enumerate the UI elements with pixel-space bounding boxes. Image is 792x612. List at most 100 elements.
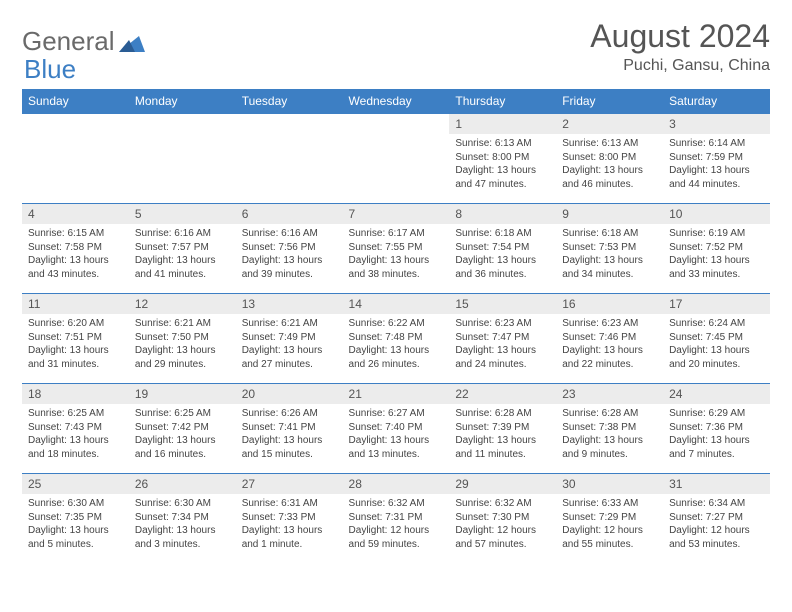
day-number: 25 xyxy=(22,474,129,494)
day-cell: 22Sunrise: 6:28 AMSunset: 7:39 PMDayligh… xyxy=(449,384,556,474)
day-details: Sunrise: 6:26 AMSunset: 7:41 PMDaylight:… xyxy=(236,404,343,464)
day-details: Sunrise: 6:16 AMSunset: 7:56 PMDaylight:… xyxy=(236,224,343,284)
day-details: Sunrise: 6:25 AMSunset: 7:43 PMDaylight:… xyxy=(22,404,129,464)
day-details: Sunrise: 6:21 AMSunset: 7:49 PMDaylight:… xyxy=(236,314,343,374)
day-number: 23 xyxy=(556,384,663,404)
calendar-body: 1Sunrise: 6:13 AMSunset: 8:00 PMDaylight… xyxy=(22,114,770,564)
empty-cell xyxy=(129,114,236,204)
day-cell: 19Sunrise: 6:25 AMSunset: 7:42 PMDayligh… xyxy=(129,384,236,474)
day-cell: 7Sunrise: 6:17 AMSunset: 7:55 PMDaylight… xyxy=(343,204,450,294)
day-details: Sunrise: 6:14 AMSunset: 7:59 PMDaylight:… xyxy=(663,134,770,194)
day-number: 4 xyxy=(22,204,129,224)
day-details: Sunrise: 6:20 AMSunset: 7:51 PMDaylight:… xyxy=(22,314,129,374)
day-cell: 12Sunrise: 6:21 AMSunset: 7:50 PMDayligh… xyxy=(129,294,236,384)
day-cell: 6Sunrise: 6:16 AMSunset: 7:56 PMDaylight… xyxy=(236,204,343,294)
day-cell: 25Sunrise: 6:30 AMSunset: 7:35 PMDayligh… xyxy=(22,474,129,564)
day-details: Sunrise: 6:19 AMSunset: 7:52 PMDaylight:… xyxy=(663,224,770,284)
day-cell: 27Sunrise: 6:31 AMSunset: 7:33 PMDayligh… xyxy=(236,474,343,564)
day-details: Sunrise: 6:23 AMSunset: 7:46 PMDaylight:… xyxy=(556,314,663,374)
day-number: 1 xyxy=(449,114,556,134)
day-cell: 9Sunrise: 6:18 AMSunset: 7:53 PMDaylight… xyxy=(556,204,663,294)
day-cell: 29Sunrise: 6:32 AMSunset: 7:30 PMDayligh… xyxy=(449,474,556,564)
day-cell: 4Sunrise: 6:15 AMSunset: 7:58 PMDaylight… xyxy=(22,204,129,294)
day-number: 13 xyxy=(236,294,343,314)
day-cell: 8Sunrise: 6:18 AMSunset: 7:54 PMDaylight… xyxy=(449,204,556,294)
day-details: Sunrise: 6:30 AMSunset: 7:35 PMDaylight:… xyxy=(22,494,129,554)
calendar-row: 1Sunrise: 6:13 AMSunset: 8:00 PMDaylight… xyxy=(22,114,770,204)
day-number: 29 xyxy=(449,474,556,494)
day-cell: 2Sunrise: 6:13 AMSunset: 8:00 PMDaylight… xyxy=(556,114,663,204)
day-details: Sunrise: 6:21 AMSunset: 7:50 PMDaylight:… xyxy=(129,314,236,374)
day-cell: 1Sunrise: 6:13 AMSunset: 8:00 PMDaylight… xyxy=(449,114,556,204)
day-cell: 14Sunrise: 6:22 AMSunset: 7:48 PMDayligh… xyxy=(343,294,450,384)
day-number: 31 xyxy=(663,474,770,494)
calendar-table: SundayMondayTuesdayWednesdayThursdayFrid… xyxy=(22,89,770,564)
day-details: Sunrise: 6:28 AMSunset: 7:38 PMDaylight:… xyxy=(556,404,663,464)
day-details: Sunrise: 6:28 AMSunset: 7:39 PMDaylight:… xyxy=(449,404,556,464)
day-details: Sunrise: 6:13 AMSunset: 8:00 PMDaylight:… xyxy=(556,134,663,194)
weekday-header: Wednesday xyxy=(343,89,450,114)
day-cell: 26Sunrise: 6:30 AMSunset: 7:34 PMDayligh… xyxy=(129,474,236,564)
day-cell: 28Sunrise: 6:32 AMSunset: 7:31 PMDayligh… xyxy=(343,474,450,564)
day-cell: 24Sunrise: 6:29 AMSunset: 7:36 PMDayligh… xyxy=(663,384,770,474)
day-number: 9 xyxy=(556,204,663,224)
day-number: 19 xyxy=(129,384,236,404)
day-details: Sunrise: 6:18 AMSunset: 7:54 PMDaylight:… xyxy=(449,224,556,284)
day-number: 12 xyxy=(129,294,236,314)
day-cell: 31Sunrise: 6:34 AMSunset: 7:27 PMDayligh… xyxy=(663,474,770,564)
day-number: 17 xyxy=(663,294,770,314)
day-number: 5 xyxy=(129,204,236,224)
title-block: August 2024 Puchi, Gansu, China xyxy=(590,18,770,75)
day-number: 18 xyxy=(22,384,129,404)
day-details: Sunrise: 6:34 AMSunset: 7:27 PMDaylight:… xyxy=(663,494,770,554)
day-number: 6 xyxy=(236,204,343,224)
weekday-header: Saturday xyxy=(663,89,770,114)
day-details: Sunrise: 6:27 AMSunset: 7:40 PMDaylight:… xyxy=(343,404,450,464)
calendar-row: 25Sunrise: 6:30 AMSunset: 7:35 PMDayligh… xyxy=(22,474,770,564)
day-number: 3 xyxy=(663,114,770,134)
day-number: 21 xyxy=(343,384,450,404)
day-cell: 30Sunrise: 6:33 AMSunset: 7:29 PMDayligh… xyxy=(556,474,663,564)
day-cell: 20Sunrise: 6:26 AMSunset: 7:41 PMDayligh… xyxy=(236,384,343,474)
day-details: Sunrise: 6:24 AMSunset: 7:45 PMDaylight:… xyxy=(663,314,770,374)
day-number: 30 xyxy=(556,474,663,494)
day-number: 8 xyxy=(449,204,556,224)
weekday-header: Thursday xyxy=(449,89,556,114)
day-cell: 18Sunrise: 6:25 AMSunset: 7:43 PMDayligh… xyxy=(22,384,129,474)
day-number: 15 xyxy=(449,294,556,314)
day-cell: 15Sunrise: 6:23 AMSunset: 7:47 PMDayligh… xyxy=(449,294,556,384)
day-number: 14 xyxy=(343,294,450,314)
day-details: Sunrise: 6:30 AMSunset: 7:34 PMDaylight:… xyxy=(129,494,236,554)
weekday-header: Friday xyxy=(556,89,663,114)
logo: General xyxy=(22,26,147,57)
day-number: 26 xyxy=(129,474,236,494)
day-cell: 5Sunrise: 6:16 AMSunset: 7:57 PMDaylight… xyxy=(129,204,236,294)
day-number: 22 xyxy=(449,384,556,404)
day-details: Sunrise: 6:33 AMSunset: 7:29 PMDaylight:… xyxy=(556,494,663,554)
header: General August 2024 Puchi, Gansu, China xyxy=(22,18,770,75)
logo-mark-icon xyxy=(119,32,145,52)
location: Puchi, Gansu, China xyxy=(590,57,770,75)
weekday-header: Tuesday xyxy=(236,89,343,114)
logo-blue: Blue xyxy=(24,54,76,85)
day-cell: 21Sunrise: 6:27 AMSunset: 7:40 PMDayligh… xyxy=(343,384,450,474)
empty-cell xyxy=(236,114,343,204)
day-details: Sunrise: 6:15 AMSunset: 7:58 PMDaylight:… xyxy=(22,224,129,284)
logo-general: General xyxy=(22,26,115,57)
calendar-row: 11Sunrise: 6:20 AMSunset: 7:51 PMDayligh… xyxy=(22,294,770,384)
day-details: Sunrise: 6:16 AMSunset: 7:57 PMDaylight:… xyxy=(129,224,236,284)
day-details: Sunrise: 6:25 AMSunset: 7:42 PMDaylight:… xyxy=(129,404,236,464)
day-number: 16 xyxy=(556,294,663,314)
calendar-row: 18Sunrise: 6:25 AMSunset: 7:43 PMDayligh… xyxy=(22,384,770,474)
day-number: 27 xyxy=(236,474,343,494)
day-details: Sunrise: 6:23 AMSunset: 7:47 PMDaylight:… xyxy=(449,314,556,374)
day-details: Sunrise: 6:29 AMSunset: 7:36 PMDaylight:… xyxy=(663,404,770,464)
day-details: Sunrise: 6:31 AMSunset: 7:33 PMDaylight:… xyxy=(236,494,343,554)
day-details: Sunrise: 6:32 AMSunset: 7:31 PMDaylight:… xyxy=(343,494,450,554)
day-number: 11 xyxy=(22,294,129,314)
weekday-header: Monday xyxy=(129,89,236,114)
day-details: Sunrise: 6:13 AMSunset: 8:00 PMDaylight:… xyxy=(449,134,556,194)
empty-cell xyxy=(343,114,450,204)
day-cell: 3Sunrise: 6:14 AMSunset: 7:59 PMDaylight… xyxy=(663,114,770,204)
day-cell: 11Sunrise: 6:20 AMSunset: 7:51 PMDayligh… xyxy=(22,294,129,384)
